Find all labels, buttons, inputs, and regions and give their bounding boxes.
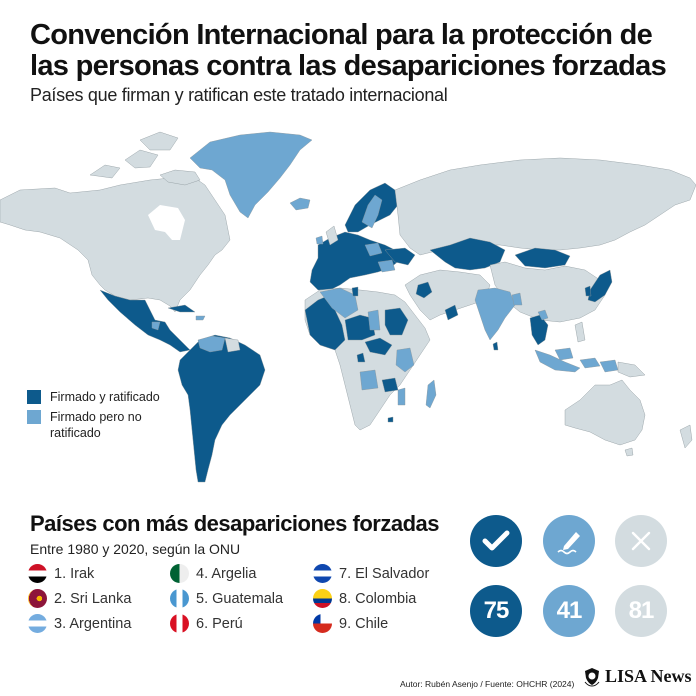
ranking-label: 2. Sri Lanka [54,590,132,607]
list-item: 9. Chile [313,614,388,633]
list-item: 1. Irak [28,564,94,583]
list-item: 5. Guatemala [170,589,283,608]
argentina-flag-icon [28,614,47,633]
signed-count-badge: 41 [543,585,595,637]
list-item: 7. El Salvador [313,564,429,583]
iraq-flag-icon [28,564,47,583]
list-item: 6. Perú [170,614,243,633]
list-item: 2. Sri Lanka [28,589,131,608]
ranking-title: Países con más desapariciones forzadas [30,511,439,536]
list-item: 4. Argelia [170,564,256,583]
legend-swatch-signed [27,410,41,424]
ranking-label: 9. Chile [339,615,389,632]
region-algeria [319,287,359,319]
ranking-label: 1. Irak [54,565,95,582]
page-subtitle: Países que firman y ratifican este trata… [30,85,448,105]
ranking-label: 7. El Salvador [339,565,430,582]
region-iceland [289,197,311,211]
ranking-label: 4. Argelia [196,565,257,582]
peru-flag-icon [170,614,189,633]
region-kazakhstan [429,237,506,271]
region-sweden [361,194,383,229]
signed-status-circle [543,515,595,567]
x-icon [631,531,651,551]
algeria-flag-icon [170,564,189,583]
region-greenland [189,131,313,219]
author-credit: Autor: Rubén Asenjo / Fuente: OHCHR (202… [400,679,575,689]
guatemala-flag-icon [170,589,189,608]
ranking-subtitle: Entre 1980 y 2020, según la ONU [30,541,241,557]
list-item: 3. Argentina [28,614,131,633]
signed-count: 41 [556,597,583,624]
ranking-label: 3. Argentina [54,615,132,632]
region-mexico [99,289,191,353]
legend-label-signed: Firmado pero no ratificado [50,410,142,440]
legend-label-ratified: Firmado y ratificado [50,390,160,404]
legend-item-signed: Firmado pero no ratificado [27,409,190,441]
world-map [0,131,696,483]
ratified-count: 75 [483,597,510,624]
not-signed-status-circle [615,515,667,567]
check-icon [482,530,510,551]
ratified-status-circle [470,515,522,567]
map-legend: Firmado y ratificado Firmado pero no rat… [27,389,190,445]
region-russia [394,157,696,256]
page-title: Convención Internacional para la protecc… [30,19,667,82]
sri-lanka-flag-icon [28,589,47,608]
region-mongolia [514,247,571,269]
ranking-list: 1. Irak 2. Sri Lanka 3. Argentina 4. Arg… [28,564,458,644]
ranking-label: 5. Guatemala [196,590,284,607]
not-signed-count-badge: 81 [615,585,667,637]
brand-logo: LISA News [583,666,692,687]
el-salvador-flag-icon [313,564,332,583]
chile-flag-icon [313,614,332,633]
legend-item-ratified: Firmado y ratificado [27,389,190,405]
region-indonesia [534,349,581,373]
region-australia [564,379,646,446]
region-iraq [415,281,433,299]
colombia-flag-icon [313,589,332,608]
region-japan [587,269,613,303]
brand-name: LISA News [605,666,692,686]
region-venezuela [197,335,226,353]
region-madagascar [425,379,437,409]
ratified-count-badge: 75 [470,585,522,637]
not-signed-count: 81 [628,597,655,624]
region-north-america [0,174,231,313]
ranking-label: 8. Colombia [339,590,417,607]
region-india [474,287,516,341]
pencil-sign-icon [557,532,580,555]
legend-swatch-ratified [27,390,41,404]
shield-crest-icon [584,667,600,687]
region-south-america [177,334,266,483]
ranking-label: 6. Perú [196,615,243,632]
list-item: 8. Colombia [313,589,416,608]
